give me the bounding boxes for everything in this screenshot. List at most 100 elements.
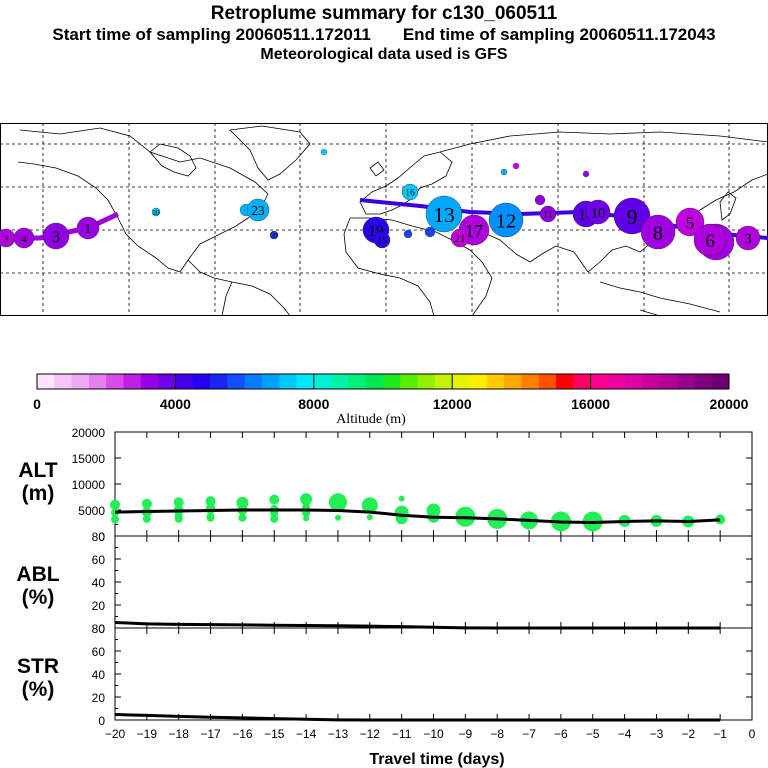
plume-label: 3 bbox=[3, 233, 8, 245]
plume-circle bbox=[373, 231, 391, 249]
panel-group: 05000100001500020000ALT(m)020406080ABL(%… bbox=[16, 426, 755, 741]
colorbar-cell bbox=[642, 374, 661, 389]
panel-alt: 0 5000 10000 15000 20000 ALT(m) bbox=[18, 426, 753, 544]
y-tick-label: 20 bbox=[92, 691, 106, 705]
colorbar-cell bbox=[331, 374, 349, 389]
start-time-label: Start time of sampling 20060511.172011 bbox=[52, 25, 371, 44]
plume-circle bbox=[401, 183, 419, 201]
altitude-point bbox=[141, 498, 152, 509]
end-time-label: End time of sampling 20060511.172043 bbox=[402, 25, 716, 44]
sampling-times: Start time of sampling 20060511.172011 En… bbox=[0, 25, 768, 45]
y-tick-label: 60 bbox=[92, 645, 106, 659]
plume-dot bbox=[424, 226, 436, 238]
plume-label: 12 bbox=[496, 211, 516, 233]
plume-label: 13 bbox=[433, 203, 455, 227]
plume-label: 21 bbox=[455, 233, 466, 245]
altitude-point bbox=[366, 514, 373, 521]
x-tick-label: −7 bbox=[522, 727, 536, 741]
plume-label: 15 bbox=[377, 236, 387, 247]
plume-label: 10 bbox=[591, 205, 605, 221]
coast-australia bbox=[639, 309, 661, 317]
panel-frame bbox=[114, 535, 753, 629]
plume-label: 20 bbox=[153, 209, 161, 217]
colorbar-label: Altitude (m) bbox=[336, 412, 406, 426]
altitude-point bbox=[270, 514, 279, 523]
y-tick-label: 40 bbox=[92, 576, 106, 590]
x-axis-title: Travel time (days) bbox=[369, 751, 504, 768]
colorbar-cells bbox=[36, 373, 730, 390]
altitude-point bbox=[236, 496, 249, 509]
plume-label: 20 bbox=[271, 232, 279, 240]
coast-europe bbox=[359, 151, 453, 215]
plume-label: 5 bbox=[686, 213, 694, 232]
panel-abl: 0 20 40 60 80 ABL(%) bbox=[16, 524, 753, 636]
panel-y-label: ALT bbox=[18, 459, 57, 482]
colorbar-tick-label: 0 bbox=[33, 396, 41, 412]
plume-circle bbox=[693, 223, 727, 257]
colorbar-cell bbox=[279, 374, 297, 389]
altitude-point bbox=[269, 494, 280, 505]
plume-circle bbox=[151, 207, 161, 217]
colorbar-cell bbox=[123, 374, 142, 389]
abl-line bbox=[114, 620, 721, 630]
retroplume-map: 343120232016191513121116172110985263 bbox=[0, 123, 768, 317]
altitude-point bbox=[303, 515, 310, 522]
y-tick-label: 0 bbox=[98, 530, 105, 544]
coast-asia-north bbox=[439, 131, 768, 153]
plume-circle bbox=[675, 207, 705, 237]
plume-dot bbox=[582, 170, 590, 178]
plume-circle bbox=[269, 230, 279, 240]
colorbar-cell bbox=[210, 374, 228, 389]
altitude-point bbox=[206, 513, 215, 522]
colorbar-tick-label: 16000 bbox=[571, 396, 610, 412]
altitude-point bbox=[361, 497, 378, 514]
x-tick-label: −12 bbox=[360, 727, 381, 741]
plume-label: 17 bbox=[465, 221, 483, 241]
colorbar-cell bbox=[417, 374, 436, 389]
plume-circle bbox=[613, 197, 651, 235]
plume-label: 3 bbox=[52, 229, 60, 246]
panel-frame bbox=[114, 627, 753, 721]
altitude-point bbox=[174, 514, 183, 523]
colorbar-cell bbox=[313, 374, 332, 389]
plume-circle bbox=[450, 228, 470, 248]
coast-greenland bbox=[229, 125, 311, 181]
altitude-point bbox=[715, 514, 726, 525]
colorbar-cell bbox=[556, 374, 574, 389]
x-tick-label: −19 bbox=[137, 727, 158, 741]
plume-label: 16 bbox=[405, 188, 415, 199]
plume-circle bbox=[640, 214, 676, 250]
colorbar-frame bbox=[36, 373, 730, 390]
plume-dot bbox=[403, 229, 413, 239]
colorbar-cell bbox=[383, 374, 401, 389]
colorbar-cell bbox=[504, 374, 522, 389]
colorbar-cell bbox=[261, 374, 280, 389]
colorbar-tick-label: 20000 bbox=[710, 396, 749, 412]
x-tick-label: −14 bbox=[296, 727, 317, 741]
altitude-point bbox=[110, 499, 120, 510]
x-tick-label: −1 bbox=[713, 727, 727, 741]
plume-dot bbox=[320, 148, 328, 156]
plume-dot bbox=[500, 168, 508, 176]
plume-circle bbox=[488, 202, 524, 238]
plume-circles: 343120232016191513121116172110985263 bbox=[0, 148, 768, 261]
altitude-point bbox=[334, 514, 341, 521]
panel-y-label: (m) bbox=[22, 482, 55, 505]
plume-label: 4 bbox=[21, 232, 27, 246]
colorbar-cell bbox=[296, 374, 315, 389]
altitude-point bbox=[142, 514, 151, 523]
y-tick-label: 15000 bbox=[72, 452, 106, 466]
plume-label: 11 bbox=[543, 210, 552, 221]
coast-central-america bbox=[187, 259, 291, 317]
colorbar-cell bbox=[521, 374, 540, 389]
x-tick-label: −3 bbox=[650, 727, 664, 741]
plume-dot bbox=[534, 194, 546, 206]
panel-y-label: (%) bbox=[22, 586, 55, 609]
coast-north-america bbox=[17, 127, 269, 273]
x-tick-label: −18 bbox=[169, 727, 190, 741]
x-tick-label: −20 bbox=[105, 727, 126, 741]
colorbar-cell bbox=[677, 374, 695, 389]
coast-asia-south bbox=[481, 173, 768, 273]
colorbar-cell bbox=[659, 374, 678, 389]
plume-label: 1 bbox=[85, 221, 92, 236]
